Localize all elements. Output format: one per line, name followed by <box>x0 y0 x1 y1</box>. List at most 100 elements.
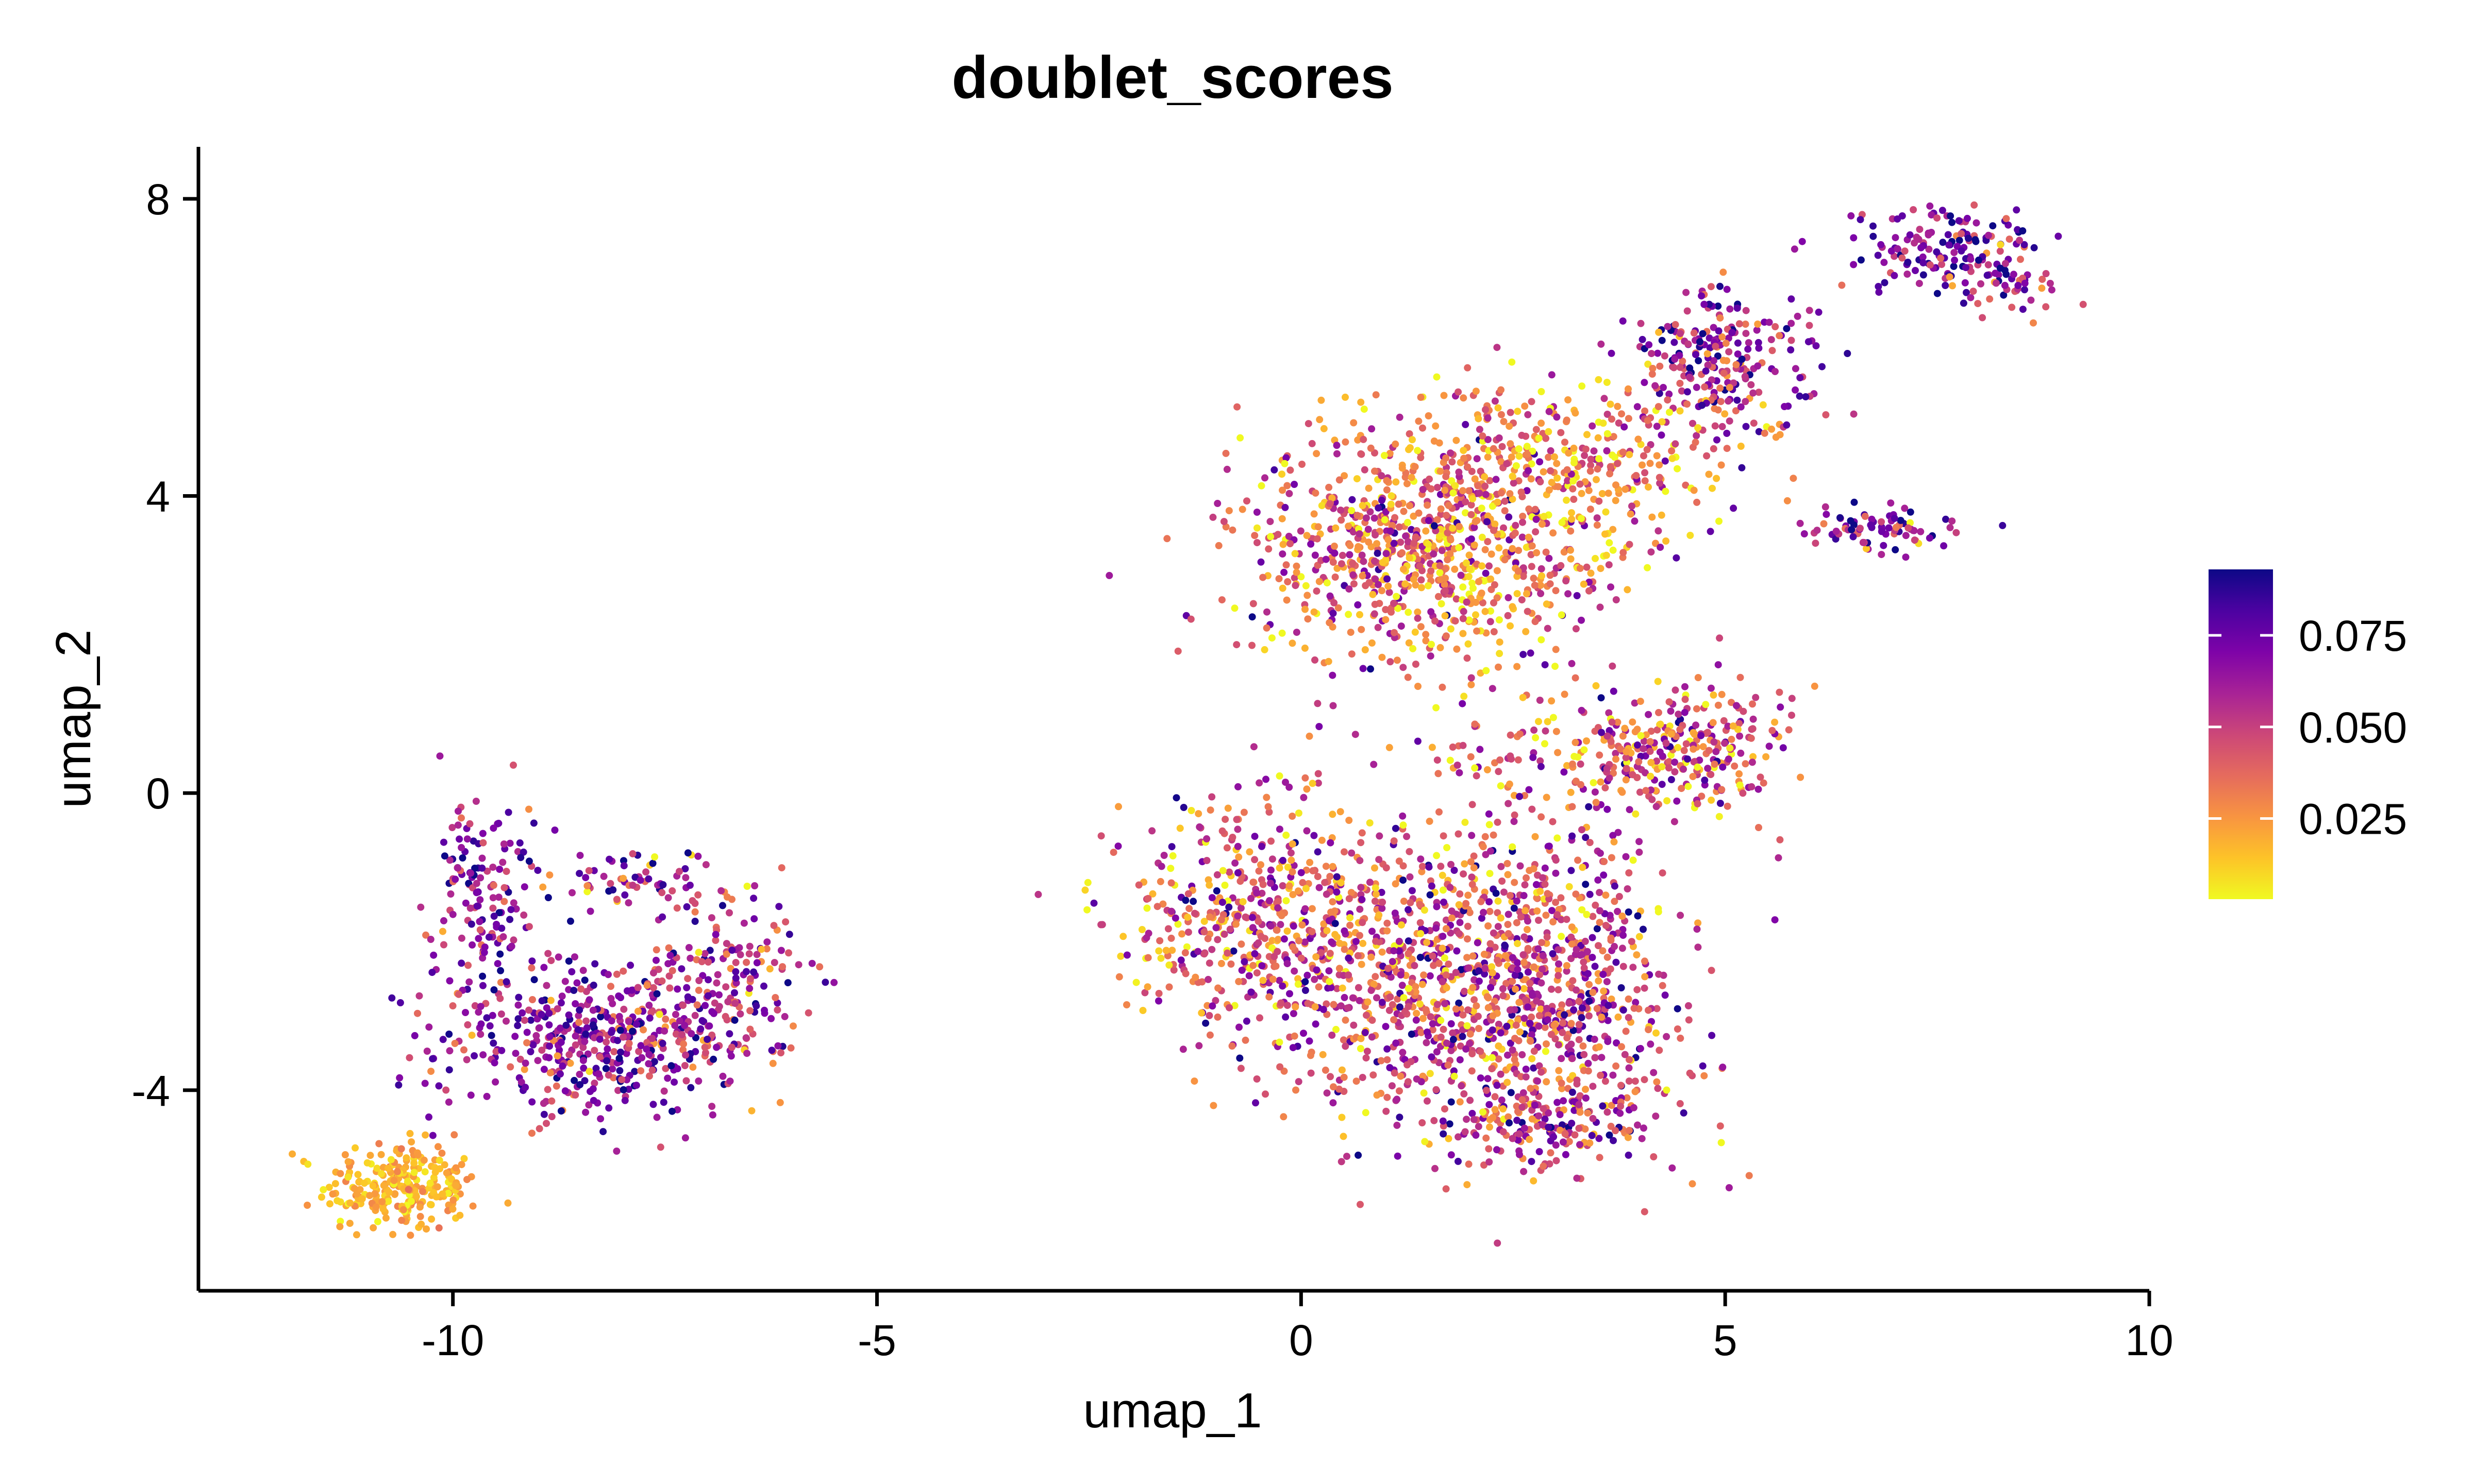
scatter-point <box>1524 968 1532 976</box>
scatter-point <box>625 1086 632 1093</box>
scatter-point <box>589 1006 597 1014</box>
scatter-point <box>1709 719 1717 727</box>
scatter-point <box>320 1186 327 1193</box>
scatter-point <box>1432 422 1440 430</box>
scatter-point <box>1476 426 1483 433</box>
scatter-point <box>1971 236 1979 244</box>
scatter-point <box>544 950 552 957</box>
scatter-point <box>1495 663 1502 671</box>
scatter-point <box>1329 898 1336 906</box>
scatter-point <box>1892 546 1899 553</box>
scatter-point <box>1464 640 1472 648</box>
scatter-point <box>536 1024 543 1032</box>
scatter-point <box>1730 504 1737 512</box>
scatter-point <box>1964 234 1972 242</box>
scatter-point <box>491 1059 498 1067</box>
scatter-point <box>1510 818 1518 825</box>
scatter-point <box>643 982 651 989</box>
scatter-point <box>785 949 792 957</box>
scatter-point <box>1524 926 1531 933</box>
scatter-point <box>1419 1072 1427 1080</box>
scatter-point <box>417 903 425 911</box>
scatter-point <box>816 963 824 971</box>
scatter-point <box>1693 925 1701 933</box>
scatter-point <box>617 994 625 1001</box>
scatter-point <box>620 874 627 882</box>
scatter-point <box>490 1039 497 1047</box>
scatter-point <box>1459 741 1467 749</box>
scatter-point <box>1958 230 1965 238</box>
scatter-point <box>1330 1001 1338 1008</box>
scatter-point <box>1422 1006 1430 1014</box>
scatter-point <box>1289 639 1296 647</box>
scatter-point <box>1475 415 1482 423</box>
scatter-point <box>605 971 612 979</box>
scatter-point <box>1336 939 1344 947</box>
scatter-point <box>1696 756 1703 764</box>
scatter-point <box>1164 925 1172 933</box>
scatter-point <box>1783 325 1791 332</box>
scatter-point <box>695 986 703 994</box>
scatter-point <box>1335 1085 1343 1093</box>
scatter-point <box>1704 765 1712 772</box>
scatter-point <box>1652 1112 1660 1120</box>
scatter-point <box>1261 474 1268 482</box>
scatter-point <box>1337 879 1345 887</box>
scatter-point <box>1515 445 1523 453</box>
scatter-point <box>1558 1055 1565 1063</box>
scatter-point <box>1372 973 1379 981</box>
scatter-point <box>1521 402 1529 410</box>
scatter-point <box>427 1068 435 1075</box>
scatter-point <box>1573 592 1581 599</box>
scatter-point <box>1098 921 1106 929</box>
scatter-point <box>1345 895 1353 903</box>
scatter-point <box>751 882 759 889</box>
scatter-point <box>1661 457 1669 465</box>
scatter-point <box>653 956 660 964</box>
scatter-point <box>1707 771 1715 779</box>
scatter-point <box>449 1002 457 1009</box>
scatter-point <box>631 1068 639 1075</box>
scatter-point <box>486 1022 494 1030</box>
scatter-point <box>727 1052 735 1060</box>
scatter-point <box>452 1182 460 1189</box>
scatter-point <box>1173 794 1180 802</box>
scatter-point <box>1308 905 1316 913</box>
scatter-point <box>1234 912 1242 920</box>
scatter-point <box>440 917 447 924</box>
scatter-point <box>464 1021 472 1028</box>
scatter-point <box>1729 722 1737 730</box>
scatter-point <box>478 864 486 872</box>
scatter-point <box>1399 664 1407 671</box>
scatter-point <box>625 899 632 907</box>
scatter-point <box>1528 563 1535 570</box>
scatter-point <box>742 1034 750 1042</box>
scatter-point <box>1561 439 1568 446</box>
scatter-point <box>1445 960 1452 968</box>
scatter-point <box>1611 898 1618 905</box>
scatter-point <box>1481 833 1489 840</box>
scatter-point <box>1427 1013 1434 1021</box>
scatter-point <box>1406 873 1414 881</box>
scatter-point <box>1160 852 1168 859</box>
scatter-point <box>1429 952 1436 960</box>
scatter-point <box>1205 876 1212 884</box>
scatter-point <box>1636 788 1644 796</box>
scatter-point <box>1468 1050 1476 1057</box>
scatter-point <box>1442 587 1449 595</box>
scatter-point <box>1330 543 1338 550</box>
scatter-point <box>1391 514 1399 521</box>
scatter-point <box>388 994 396 1002</box>
scatter-point <box>1749 715 1757 723</box>
scatter-point <box>1857 216 1864 224</box>
scatter-point <box>597 1115 605 1123</box>
scatter-point <box>1374 549 1381 557</box>
scatter-point <box>1447 536 1455 544</box>
scatter-point <box>1314 873 1322 881</box>
scatter-point <box>1178 930 1185 938</box>
scatter-point <box>479 982 487 989</box>
scatter-point <box>1370 610 1378 618</box>
scatter-point <box>546 1069 554 1076</box>
scatter-point <box>1427 608 1435 616</box>
scatter-point <box>1267 880 1274 887</box>
